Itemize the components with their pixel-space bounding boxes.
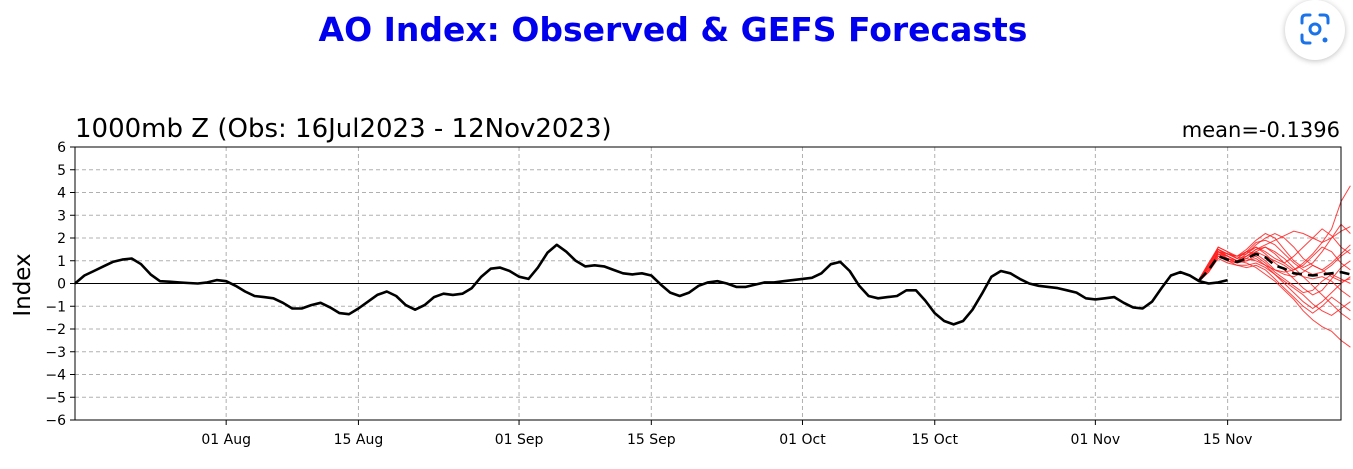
mean-annotation: mean=-0.1396 xyxy=(1182,118,1340,142)
ensemble-member-line xyxy=(1198,246,1351,282)
x-tick-label: 15 Sep xyxy=(627,432,676,448)
x-tick-label: 01 Oct xyxy=(779,432,826,448)
x-tick-label: 15 Aug xyxy=(334,432,384,448)
x-axis-ticks: 01 Aug 15 Aug 01 Sep 15 Sep 01 Oct 15 Oct 01 N… xyxy=(201,420,1252,448)
observed-line xyxy=(74,243,1228,326)
ensemble-member-line xyxy=(1198,257,1351,314)
y-tick-label: 3 xyxy=(57,208,66,224)
x-tick-label: 15 Nov xyxy=(1203,432,1253,448)
x-tick-label: 01 Nov xyxy=(1071,432,1121,448)
y-tick-label: 2 xyxy=(57,231,66,247)
x-tick-label: 01 Sep xyxy=(495,432,544,448)
plot-frame xyxy=(74,146,1342,421)
ensemble-members xyxy=(1198,185,1351,348)
y-tick-label: 5 xyxy=(57,163,66,179)
y-tick-label: −5 xyxy=(45,390,66,406)
y-tick-label: −6 xyxy=(45,413,66,429)
y-tick-label: 1 xyxy=(57,254,66,270)
y-tick-label: −3 xyxy=(45,345,66,361)
ensemble-member-line xyxy=(1198,248,1351,282)
page-title: AO Index: Observed & GEFS Forecasts xyxy=(318,10,1028,49)
y-tick-label: −4 xyxy=(45,368,66,384)
ensemble-member-line xyxy=(1198,223,1351,280)
y-tick-label: 4 xyxy=(57,186,66,202)
ensemble-member-line xyxy=(1198,232,1351,280)
y-tick-label: 0 xyxy=(57,277,66,293)
ensemble-mean-line xyxy=(1198,252,1351,281)
chart-title: 1000mb Z (Obs: 16Jul2023 - 12Nov2023) xyxy=(75,114,612,144)
observed-and-mean-series xyxy=(74,243,1351,326)
x-tick-label: 01 Aug xyxy=(201,432,251,448)
y-tick-label: −1 xyxy=(45,299,66,315)
google-lens-button[interactable] xyxy=(1285,0,1345,60)
ensemble-member-line xyxy=(1198,228,1351,280)
y-axis-label: Index xyxy=(10,253,36,316)
y-tick-label: 6 xyxy=(57,140,66,156)
google-lens-icon xyxy=(1300,13,1330,45)
ensemble-member-line xyxy=(1198,246,1351,321)
y-tick-label: −2 xyxy=(45,322,66,338)
ensemble-member-line xyxy=(1198,253,1351,316)
y-axis-ticks: −6 −5 −4 −3 −2 −1 0 1 2 3 4 5 6 xyxy=(45,140,75,429)
x-tick-label: 15 Oct xyxy=(912,432,959,448)
ensemble-member-line xyxy=(1198,185,1351,280)
